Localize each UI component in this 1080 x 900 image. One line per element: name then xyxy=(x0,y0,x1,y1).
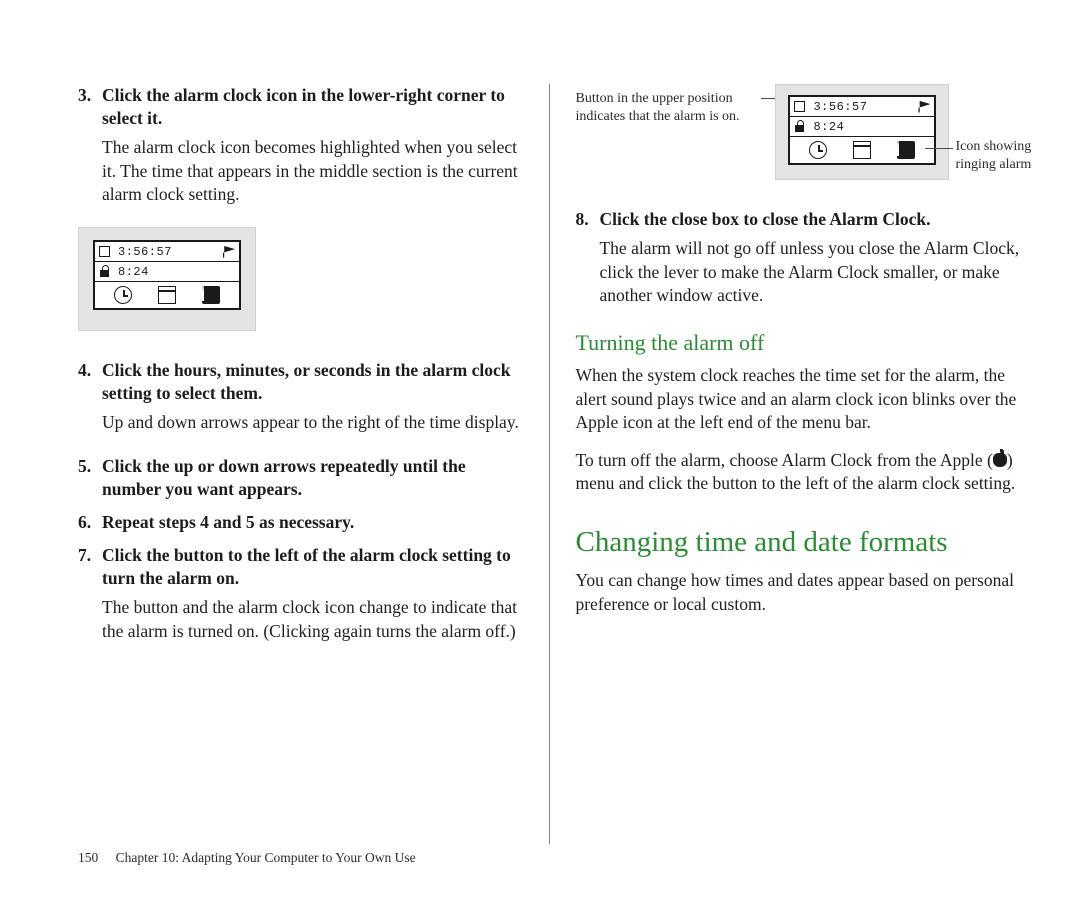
step-number: 8. xyxy=(575,208,599,231)
close-box-icon xyxy=(99,246,110,257)
step-body: The alarm will not go off unless you clo… xyxy=(599,237,1020,308)
step-5: 5. Click the up or down arrows repeatedl… xyxy=(78,455,523,501)
alarm-clock-row-alarm: 8:24 xyxy=(95,262,239,282)
callout-ringing-alarm: Icon showing ringing alarm xyxy=(955,138,1045,173)
chapter-title: Chapter 10: Adapting Your Computer to Yo… xyxy=(116,850,416,865)
alarm-clock-row-time: 3:56:57 xyxy=(790,97,934,117)
alarm-clock-row-time: 3:56:57 xyxy=(95,242,239,262)
step-number: 5. xyxy=(78,455,102,501)
step-8: 8. Click the close box to close the Alar… xyxy=(575,208,1020,308)
page-number: 150 xyxy=(78,850,98,865)
calendar-icon xyxy=(158,286,176,304)
step-body: Up and down arrows appear to the right o… xyxy=(102,411,523,435)
alarm-time: 8:24 xyxy=(813,120,930,134)
step-4: 4. Click the hours, minutes, or seconds … xyxy=(78,359,523,435)
left-column: 3. Click the alarm clock icon in the low… xyxy=(78,84,549,844)
paragraph: When the system clock reaches the time s… xyxy=(575,364,1020,435)
alarm-time: 8:24 xyxy=(118,265,235,279)
alarm-clock-window: 3:56:57 8:24 xyxy=(93,240,241,310)
alarm-clock-illustration: 3:56:57 8:24 xyxy=(78,227,523,331)
step-6: 6. Repeat steps 4 and 5 as necessary. xyxy=(78,511,523,534)
current-time: 3:56:57 xyxy=(813,100,914,114)
clock-icon xyxy=(114,286,132,304)
right-column: Button in the upper position indicates t… xyxy=(549,84,1020,844)
step-number: 3. xyxy=(78,84,102,130)
page-footer: 150 Chapter 10: Adapting Your Computer t… xyxy=(78,850,416,866)
current-time: 3:56:57 xyxy=(118,245,219,259)
step-7: 7. Click the button to the left of the a… xyxy=(78,544,523,643)
lever-icon xyxy=(918,101,930,113)
step-number: 6. xyxy=(78,511,102,534)
clock-icon xyxy=(809,141,827,159)
step-title: Click the alarm clock icon in the lower-… xyxy=(102,84,523,130)
two-column-layout: 3. Click the alarm clock icon in the low… xyxy=(78,84,1020,844)
document-page: 3. Click the alarm clock icon in the low… xyxy=(0,0,1080,900)
lever-icon xyxy=(223,246,235,258)
subheading-turning-alarm-off: Turning the alarm off xyxy=(575,330,1020,356)
step-title: Click the close box to close the Alarm C… xyxy=(599,208,1020,231)
step-title: Click the button to the left of the alar… xyxy=(102,544,523,590)
step-3: 3. Click the alarm clock icon in the low… xyxy=(78,84,523,207)
step-body: The alarm clock icon becomes highlighted… xyxy=(102,136,523,207)
step-title: Click the hours, minutes, or seconds in … xyxy=(102,359,523,405)
step-title: Repeat steps 4 and 5 as necessary. xyxy=(102,511,523,534)
calendar-icon xyxy=(853,141,871,159)
section-heading-changing-formats: Changing time and date formats xyxy=(575,526,1020,559)
apple-menu-icon xyxy=(993,453,1007,467)
step-number: 4. xyxy=(78,359,102,405)
alarm-clock-icon-row xyxy=(95,282,239,308)
alarm-on-illustration-block: Button in the upper position indicates t… xyxy=(575,84,1020,180)
paragraph: You can change how times and dates appea… xyxy=(575,569,1020,616)
close-box-icon xyxy=(794,101,805,112)
step-number: 7. xyxy=(78,544,102,590)
alarm-toggle-icon xyxy=(99,266,110,277)
paragraph-text: To turn off the alarm, choose Alarm Cloc… xyxy=(575,450,992,470)
ringing-alarm-icon xyxy=(897,141,915,159)
alarm-clock-row-alarm: 8:24 xyxy=(790,117,934,137)
callout-leader-line xyxy=(925,148,953,149)
paragraph: To turn off the alarm, choose Alarm Cloc… xyxy=(575,449,1020,496)
alarm-toggle-up-icon xyxy=(794,121,805,132)
callout-alarm-on: Button in the upper position indicates t… xyxy=(575,90,761,125)
step-title: Click the up or down arrows repeatedly u… xyxy=(102,455,523,501)
step-body: The button and the alarm clock icon chan… xyxy=(102,596,523,643)
alarm-clock-window: 3:56:57 8:24 xyxy=(788,95,936,165)
alarm-clock-icon-row xyxy=(790,137,934,163)
alarm-icon xyxy=(202,286,220,304)
